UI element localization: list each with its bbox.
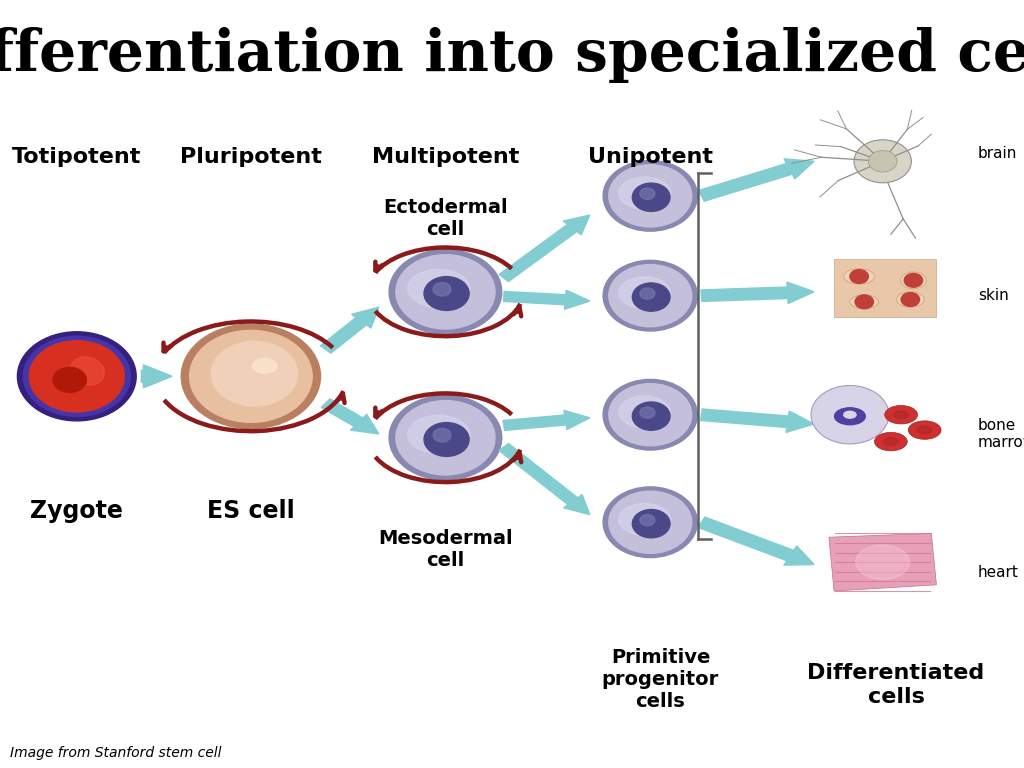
Ellipse shape <box>408 270 470 307</box>
Circle shape <box>424 422 469 456</box>
Ellipse shape <box>874 432 907 451</box>
Circle shape <box>855 295 873 309</box>
Circle shape <box>609 165 691 227</box>
Circle shape <box>609 265 691 326</box>
Ellipse shape <box>71 357 104 385</box>
Circle shape <box>901 293 920 306</box>
Circle shape <box>603 260 697 331</box>
Circle shape <box>633 509 670 538</box>
FancyArrow shape <box>698 159 814 201</box>
Ellipse shape <box>856 545 909 579</box>
Circle shape <box>633 283 670 311</box>
Circle shape <box>609 384 691 445</box>
Text: Image from Stanford stem cell: Image from Stanford stem cell <box>10 746 222 760</box>
Circle shape <box>433 429 451 442</box>
Ellipse shape <box>618 177 671 209</box>
Ellipse shape <box>618 277 671 309</box>
FancyArrow shape <box>141 365 172 388</box>
Ellipse shape <box>885 406 918 424</box>
Circle shape <box>603 161 697 231</box>
Ellipse shape <box>901 272 926 289</box>
Circle shape <box>389 250 502 334</box>
Circle shape <box>633 183 670 211</box>
FancyArrow shape <box>504 290 590 310</box>
Circle shape <box>389 396 502 480</box>
Circle shape <box>868 151 897 172</box>
Ellipse shape <box>253 359 276 373</box>
Circle shape <box>53 367 86 392</box>
Text: Pluripotent: Pluripotent <box>180 147 322 167</box>
Circle shape <box>424 276 469 310</box>
Ellipse shape <box>884 438 898 445</box>
Circle shape <box>24 336 130 416</box>
FancyArrow shape <box>499 444 590 515</box>
Circle shape <box>633 402 670 430</box>
Text: brain: brain <box>978 146 1017 161</box>
Circle shape <box>30 341 124 412</box>
Ellipse shape <box>908 421 941 439</box>
FancyArrow shape <box>321 307 379 353</box>
Circle shape <box>640 407 655 419</box>
Ellipse shape <box>835 408 865 425</box>
Text: Differentiation into specialized cells: Differentiation into specialized cells <box>0 27 1024 83</box>
Text: bone
marrow: bone marrow <box>978 418 1024 450</box>
FancyArrow shape <box>701 282 814 303</box>
Text: Multipotent: Multipotent <box>372 147 519 167</box>
Ellipse shape <box>918 426 932 434</box>
Bar <box>834 260 936 316</box>
Text: heart: heart <box>978 564 1019 580</box>
Ellipse shape <box>618 396 671 428</box>
Text: Totipotent: Totipotent <box>12 147 141 167</box>
Circle shape <box>811 386 889 444</box>
Circle shape <box>396 401 495 475</box>
Circle shape <box>609 492 691 553</box>
Ellipse shape <box>897 292 924 307</box>
Circle shape <box>640 515 655 526</box>
FancyArrow shape <box>698 517 814 565</box>
Circle shape <box>850 270 868 283</box>
Text: Zygote: Zygote <box>31 498 123 523</box>
Circle shape <box>854 140 911 183</box>
Ellipse shape <box>408 415 470 453</box>
Circle shape <box>640 288 655 300</box>
Circle shape <box>603 487 697 558</box>
Circle shape <box>603 379 697 450</box>
Circle shape <box>904 273 923 287</box>
FancyArrow shape <box>503 410 590 430</box>
Ellipse shape <box>844 411 856 418</box>
Ellipse shape <box>850 295 879 309</box>
Polygon shape <box>829 533 936 591</box>
Ellipse shape <box>844 269 874 284</box>
Text: ES cell: ES cell <box>207 498 295 523</box>
Circle shape <box>433 283 451 296</box>
Ellipse shape <box>894 411 908 419</box>
FancyArrow shape <box>499 215 590 282</box>
Circle shape <box>396 255 495 329</box>
Text: Mesodermal
cell: Mesodermal cell <box>378 528 513 570</box>
Circle shape <box>640 188 655 200</box>
Text: Differentiated
cells: Differentiated cells <box>807 664 985 707</box>
Circle shape <box>17 332 136 421</box>
Ellipse shape <box>618 504 671 535</box>
Text: Primitive
progenitor
cells: Primitive progenitor cells <box>602 648 719 711</box>
FancyArrow shape <box>322 399 379 434</box>
FancyArrow shape <box>700 409 814 432</box>
Text: Ectodermal
cell: Ectodermal cell <box>383 198 508 240</box>
Circle shape <box>211 341 298 406</box>
Text: Unipotent: Unipotent <box>588 147 713 167</box>
Text: skin: skin <box>978 288 1009 303</box>
Circle shape <box>189 330 312 422</box>
Circle shape <box>181 324 321 429</box>
